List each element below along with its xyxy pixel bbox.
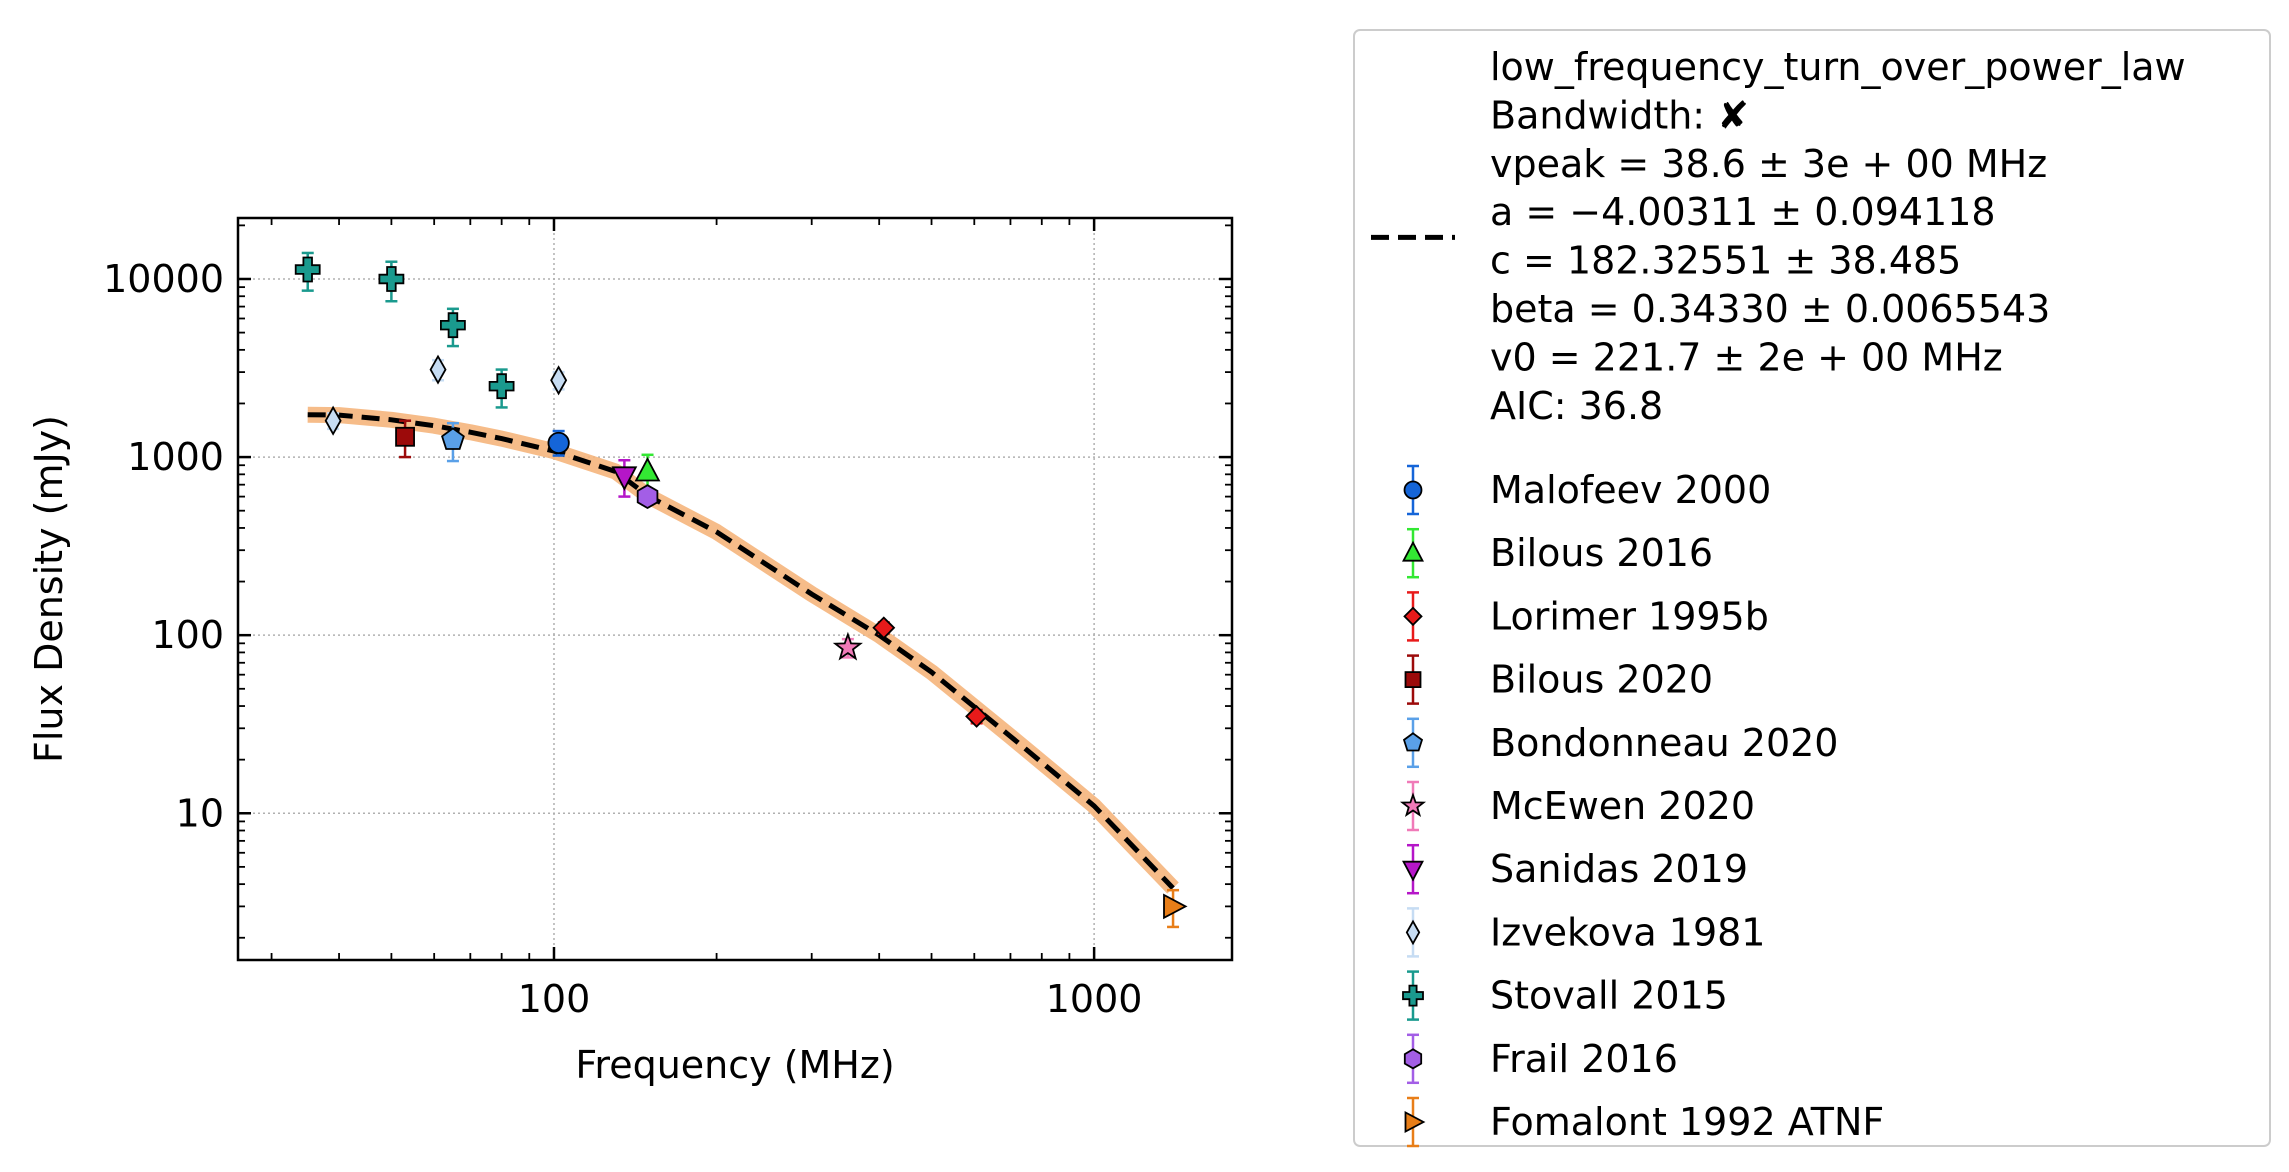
fit-uncertainty-band: [307, 406, 1179, 894]
data-point: [378, 266, 405, 292]
legend-fit-label-line: Bandwidth: ✘: [1490, 93, 1749, 137]
data-point: [611, 466, 638, 491]
series-malofeev-2000: [547, 429, 570, 457]
legend-item: McEwen 2020: [1399, 780, 1755, 832]
legend-fit-label-line: a = −4.00311 ± 0.094118: [1490, 190, 1996, 234]
legend-fit-label-line: c = 182.32551 ± 38.485: [1490, 239, 1961, 283]
data-point: [439, 312, 466, 339]
data-point: [441, 427, 465, 450]
legend-label: Stovall 2015: [1490, 974, 1728, 1018]
legend-label: McEwen 2020: [1490, 784, 1755, 828]
series-izvekova-1981: [324, 354, 568, 436]
x-axis-title: Frequency (MHz): [575, 1043, 894, 1087]
data-point: [634, 456, 661, 482]
legend-label: Frail 2016: [1490, 1037, 1678, 1081]
legend-label: Lorimer 1995b: [1490, 594, 1769, 638]
legend-marker: [1399, 792, 1427, 818]
legend-marker: [1402, 860, 1424, 882]
legend-label: Malofeev 2000: [1490, 468, 1771, 512]
series-mcewen-2020: [832, 631, 863, 661]
data-point: [488, 373, 515, 400]
data-point: [547, 431, 570, 455]
series-bilous-2016: [634, 453, 661, 491]
legend-label: Fomalont 1992 ATNF: [1490, 1100, 1884, 1144]
legend-marker: [1402, 540, 1424, 562]
legend-marker: [1403, 606, 1423, 627]
legend-marker: [1403, 480, 1423, 500]
legend-item: Sanidas 2019: [1402, 843, 1748, 895]
legend-label: Bilous 2016: [1490, 531, 1713, 575]
legend-item: Malofeev 2000: [1403, 464, 1771, 516]
legend-item: Bilous 2020: [1404, 654, 1713, 705]
data-point: [872, 616, 896, 640]
data-point: [294, 256, 321, 283]
legend-marker: [1403, 1048, 1423, 1070]
x-tick-label: 100: [518, 977, 591, 1021]
data-point: [429, 354, 447, 385]
data-point: [1163, 893, 1188, 920]
legend-item: Fomalont 1992 ATNF: [1404, 1096, 1884, 1148]
legend-item: Stovall 2015: [1402, 970, 1728, 1021]
legend-item: Izvekova 1981: [1405, 907, 1765, 958]
legend-fit-label-line: vpeak = 38.6 ± 3e + 00 MHz: [1490, 142, 2047, 186]
legend: low_frequency_turn_over_power_lawBandwid…: [1353, 29, 2271, 1148]
y-tick-label: 100: [151, 613, 224, 657]
legend-fit-label-line: AIC: 36.8: [1490, 384, 1663, 428]
series-bilous-2020: [395, 419, 415, 459]
legend-marker: [1404, 1111, 1426, 1133]
series-sanidas-2019: [611, 458, 638, 498]
y-tick-label: 10: [176, 791, 224, 835]
legend-fit-label-line: low_frequency_turn_over_power_law: [1490, 45, 2186, 89]
y-tick-label: 1000: [127, 435, 224, 479]
series-bondonneau-2020: [441, 421, 465, 463]
legend-label: Sanidas 2019: [1490, 847, 1748, 891]
data-point: [395, 426, 415, 447]
data-point: [832, 631, 863, 661]
legend-label: Izvekova 1981: [1490, 910, 1765, 954]
x-tick-label: 1000: [1046, 977, 1143, 1021]
series-frail-2016: [636, 484, 659, 510]
y-tick-label: 10000: [103, 257, 224, 301]
series-lorimer-1995b: [872, 616, 989, 728]
series-stovall-2015: [294, 251, 515, 409]
legend-fit-label-line: beta = 0.34330 ± 0.0065543: [1490, 287, 2050, 331]
plot-frame: [236, 216, 1234, 962]
legend-item: Lorimer 1995b: [1403, 591, 1769, 642]
legend-label: Bilous 2020: [1490, 658, 1713, 702]
fit-line: [307, 412, 1175, 890]
data-point: [324, 405, 342, 436]
legend-marker: [1404, 671, 1422, 688]
legend-fit-label-line: v0 = 221.7 ± 2e + 00 MHz: [1490, 335, 2003, 379]
legend-marker: [1402, 984, 1424, 1007]
legend-marker: [1402, 732, 1424, 752]
legend-item: Frail 2016: [1403, 1033, 1678, 1085]
data-point: [550, 365, 568, 396]
data-point: [965, 704, 989, 728]
data-point: [636, 484, 659, 510]
legend-marker: [1405, 919, 1421, 946]
legend-item: Bilous 2016: [1402, 527, 1713, 579]
legend-label: Bondonneau 2020: [1490, 721, 1838, 765]
data-points: [294, 251, 1188, 929]
grid: [238, 218, 1232, 960]
legend-box: [1353, 29, 2271, 1147]
fit-curve: [307, 406, 1179, 894]
series-fomalont-1992-atnf: [1163, 888, 1188, 929]
axis-ticks: 100 1000 10 100 1000 10000: [103, 218, 1232, 1021]
y-axis-title: Flux Density (mJy): [27, 415, 71, 763]
legend-item: Bondonneau 2020: [1402, 717, 1838, 769]
